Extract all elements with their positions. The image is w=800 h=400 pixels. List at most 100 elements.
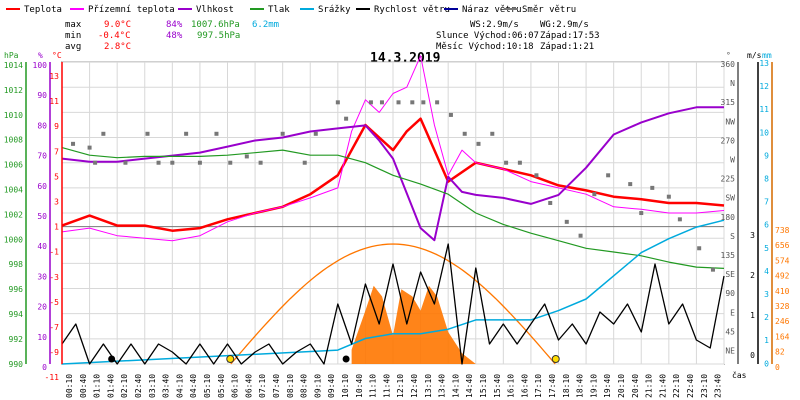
wind-direction-point <box>517 160 522 165</box>
rain-tick-label: 3 <box>764 290 769 299</box>
series-tlak <box>61 147 725 269</box>
humidity-tick-label: 80 <box>37 121 47 130</box>
humidity-tick-label: 20 <box>37 303 47 312</box>
radiation-tick-label: 410 <box>775 287 790 296</box>
pressure-tick-label: 1004 <box>4 186 23 195</box>
legend-label: Teplota <box>24 5 62 15</box>
x-tick-label: 09:40 <box>327 374 336 398</box>
wind-direction-point <box>280 131 285 136</box>
sun-curve <box>230 243 556 365</box>
wind-direction-point <box>145 131 150 136</box>
x-tick-label: 07:10 <box>258 374 267 398</box>
rain-tick-label: 10 <box>759 128 769 137</box>
stats-min-hum: 48% <box>166 31 183 41</box>
series-teplota <box>61 117 725 232</box>
rain-tick-label: 2 <box>764 313 769 322</box>
wind-direction-point <box>379 100 384 105</box>
radiation-tick-label: 574 <box>775 256 790 265</box>
wind-direction-point <box>435 100 440 105</box>
legend-label: Směr větru <box>522 5 576 15</box>
x-tick-label: 01:40 <box>106 374 115 398</box>
wind-direction-point <box>368 100 373 105</box>
wind-direction-point <box>677 217 682 222</box>
rain-tick-label: 13 <box>759 59 769 68</box>
rain-tick-label: 5 <box>764 244 769 253</box>
x-tick-label: 11:40 <box>382 374 391 398</box>
temperature-tick-label: -11 <box>45 373 60 382</box>
direction-tick-label: SE <box>725 270 735 279</box>
x-tick-label: 20:40 <box>631 374 640 398</box>
wind-direction-point <box>628 182 633 187</box>
x-tick-label: 05:40 <box>217 374 226 398</box>
temperature-tick-label: 1 <box>54 223 59 232</box>
sun-marker <box>551 355 560 363</box>
x-tick-label: 17:40 <box>548 374 557 398</box>
x-tick-label: 13:40 <box>438 374 447 398</box>
x-tick-label: 19:10 <box>589 374 598 398</box>
temperature-tick-label: 5 <box>54 172 59 181</box>
humidity-tick-label: 10 <box>37 333 47 342</box>
stats-sun-set: Západ:17:53 <box>540 31 600 41</box>
x-tick-label: 14:40 <box>465 374 474 398</box>
x-tick-label: 02:40 <box>134 374 143 398</box>
stats-avg-temp: 2.8°C <box>104 42 131 52</box>
wind-direction-point <box>313 131 318 136</box>
temperature-tick-label: 11 <box>49 97 59 106</box>
x-tick-label: 21:10 <box>645 374 654 398</box>
series-vlhkost <box>61 106 724 242</box>
wind-direction-point <box>697 246 702 251</box>
stats-moon-set: Západ:1:21 <box>540 42 594 52</box>
pressure-tick-label: 1006 <box>4 161 23 170</box>
wind-direction-point <box>244 154 249 159</box>
direction-tick-label: S <box>730 232 735 241</box>
stats-min-temp: -0.4°C <box>98 31 131 41</box>
stats-max-hum: 84% <box>166 20 183 30</box>
legend-label: Přízemní teplota <box>88 5 175 15</box>
x-tick-label: 06:40 <box>244 374 253 398</box>
wind-direction-point <box>184 131 189 136</box>
humidity-tick-label: 50 <box>37 212 47 221</box>
temperature-tick-label: -5 <box>49 298 59 307</box>
wind-direction-point <box>462 131 467 136</box>
sun-marker <box>226 355 235 363</box>
x-tick-label: 04:40 <box>189 374 198 398</box>
radiation-tick-label: 164 <box>775 332 790 341</box>
x-tick-label: 00:40 <box>79 374 88 398</box>
axis-unit-label: mm <box>762 51 772 60</box>
x-tick-label: 15:40 <box>493 374 502 398</box>
wind-direction-point <box>258 160 263 165</box>
wind-tick-label: 3 <box>750 231 755 240</box>
direction-tick-label: SW <box>725 194 735 203</box>
stats-wg: WG:2.9m/s <box>540 20 589 30</box>
x-tick-label: 04:10 <box>175 374 184 398</box>
stats-min-press: 997.5hPa <box>197 31 240 41</box>
axis-unit-label: °C <box>52 51 62 60</box>
wind-direction-point <box>71 141 76 146</box>
direction-tick-label: 135 <box>721 251 736 260</box>
wind-direction-point <box>123 160 128 165</box>
rain-tick-label: 7 <box>764 198 769 207</box>
pressure-tick-label: 994 <box>9 310 24 319</box>
direction-tick-label: 315 <box>721 98 736 107</box>
x-tick-label: 12:10 <box>396 374 405 398</box>
direction-tick-label: 180 <box>721 213 736 222</box>
wind-direction-point <box>592 192 597 197</box>
legend: Teplota Přízemní teplota Vlhkost Tlak Srážky… <box>6 5 576 15</box>
wind-direction-point <box>650 185 655 190</box>
temperature-tick-label: 9 <box>54 122 59 131</box>
radiation-tick-label: 656 <box>775 241 790 250</box>
x-axis-unit: čas <box>732 370 747 380</box>
wind-direction-point <box>410 100 415 105</box>
temperature-tick-label: -3 <box>49 273 59 282</box>
wind-direction-point <box>490 131 495 136</box>
rain-tick-label: 12 <box>759 82 769 91</box>
moon-marker <box>342 355 350 363</box>
rain-tick-label: 0 <box>764 359 769 368</box>
axis-unit-label: % <box>38 51 43 60</box>
stats-ws: WS:2.9m/s <box>470 20 519 30</box>
x-tick-label: 06:10 <box>231 374 240 398</box>
x-tick-label: 12:40 <box>410 374 419 398</box>
direction-tick-label: E <box>730 308 735 317</box>
legend-label: Tlak <box>268 5 290 15</box>
rain-tick-label: 11 <box>759 105 769 114</box>
